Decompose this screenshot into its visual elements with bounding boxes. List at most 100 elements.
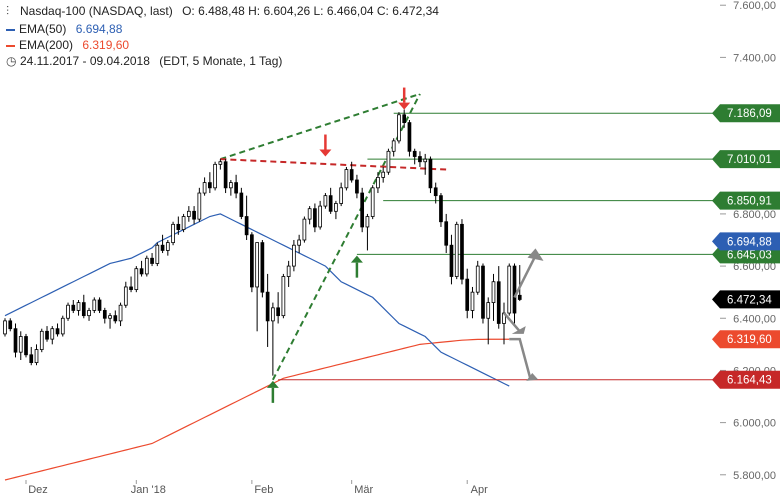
candle-body — [134, 268, 139, 290]
y-tick-label: 6.400,00 — [733, 313, 776, 325]
candle-body — [66, 304, 70, 319]
ema50-value: 6.694,88 — [75, 22, 123, 36]
candle-body — [460, 223, 464, 280]
price-tag-label: 6.319,60 — [727, 334, 772, 346]
level-tag-label: 7.186,09 — [727, 108, 772, 120]
candle-body — [97, 299, 102, 311]
candle-body — [165, 242, 170, 251]
candle-body — [13, 328, 18, 353]
ema200-value: 6.319,60 — [82, 38, 130, 52]
projection-up-head — [527, 248, 544, 261]
candle-body — [208, 182, 212, 189]
candle-body — [292, 244, 296, 267]
candle-body — [60, 317, 65, 335]
candle-body — [223, 161, 228, 189]
candle-body — [402, 114, 407, 124]
ema50-line — [4, 213, 510, 387]
candle-body — [433, 187, 438, 197]
candle-body — [465, 278, 470, 311]
candle-body — [3, 320, 7, 335]
candle-body — [45, 330, 49, 340]
date-range-info: (EDT, 5 Monate, 1 Tag) — [159, 54, 283, 68]
price-tag-bg — [712, 232, 780, 251]
chart-header-title-row: ⫶ Nasdaq-100 (NASDAQ, last) O: 6.488,48 H… — [6, 4, 439, 19]
candle-body — [439, 195, 443, 223]
candle-body — [213, 163, 217, 189]
candle-body — [139, 268, 144, 275]
x-tick-label: Mär — [354, 484, 373, 496]
candle-body — [481, 265, 485, 319]
candle-body — [160, 244, 165, 251]
candle-body — [192, 210, 196, 220]
candle-body — [391, 140, 396, 152]
candle-body — [123, 286, 128, 306]
x-tick-label: Jan '18 — [131, 484, 166, 496]
candle-body — [81, 302, 86, 317]
chart-title: Nasdaq-100 (NASDAQ, last) — [20, 4, 173, 18]
x-tick-label: Feb — [254, 484, 273, 496]
clock-icon: ◷ — [6, 54, 17, 68]
buy-arrow-2-head — [266, 380, 279, 388]
candle-body — [360, 192, 365, 228]
candle-body — [328, 195, 333, 212]
candle-body — [144, 257, 149, 275]
ema50-swatch — [6, 28, 15, 31]
candle-body — [265, 291, 270, 322]
level-tag-bg — [712, 370, 780, 389]
candle-body — [87, 310, 91, 317]
y-tick-label: 6.600,00 — [733, 261, 776, 273]
candle-body — [365, 216, 370, 228]
candle-body — [449, 244, 454, 277]
price-tag-bg — [712, 330, 780, 349]
candle-body — [418, 156, 422, 163]
candle-body — [454, 223, 459, 277]
ohlc-values: O: 6.488,48 H: 6.604,26 L: 6.466,04 C: 6… — [182, 4, 439, 18]
candle-body — [39, 330, 44, 350]
candle-body — [302, 218, 307, 241]
candle-body — [229, 182, 233, 189]
candle-body — [55, 328, 60, 335]
candle-body — [8, 320, 13, 330]
candle-body — [517, 294, 522, 300]
upper-trend-line — [220, 92, 421, 161]
y-tick-label: 5.800,00 — [733, 470, 776, 482]
candle-body — [323, 195, 328, 207]
ema50-label: EMA(50) — [19, 22, 67, 36]
ema200-legend: EMA(200) 6.319,60 — [6, 38, 129, 52]
candle-body — [470, 291, 475, 311]
candle-body — [286, 265, 291, 277]
sell-arrow-2-head — [398, 102, 411, 110]
ema50-legend: EMA(50) 6.694,88 — [6, 22, 122, 36]
sell-arrow-1-head — [319, 149, 332, 157]
buy-arrow-1-head — [350, 255, 363, 263]
candle-body — [18, 336, 23, 353]
candle-body — [234, 182, 238, 194]
y-tick-label: 7.400,00 — [733, 52, 776, 64]
candle-body — [71, 304, 76, 311]
level-tag-bg — [712, 104, 780, 123]
candle-body — [118, 304, 123, 322]
projection-up — [513, 255, 537, 298]
x-tick-label: Apr — [471, 484, 488, 496]
candle-body — [376, 176, 380, 189]
candle-body — [29, 354, 34, 364]
candle-body — [113, 315, 118, 322]
candle-body — [271, 307, 275, 322]
candle-body — [255, 242, 259, 288]
candle-body — [512, 265, 517, 314]
candle-body — [507, 265, 512, 314]
candle-body — [423, 158, 428, 163]
candle-body — [250, 234, 254, 288]
candle-body — [171, 223, 175, 244]
candle-body — [50, 328, 55, 340]
projection-down-2 — [509, 337, 532, 379]
candle-body — [412, 150, 417, 157]
y-tick-label: 7.600,00 — [733, 0, 776, 12]
ema200-line — [4, 338, 510, 481]
candle-body — [334, 203, 338, 212]
level-tag-bg — [712, 150, 780, 169]
candle-body — [386, 150, 391, 173]
candle-body — [218, 161, 223, 165]
x-tick-label: Dez — [28, 484, 48, 496]
